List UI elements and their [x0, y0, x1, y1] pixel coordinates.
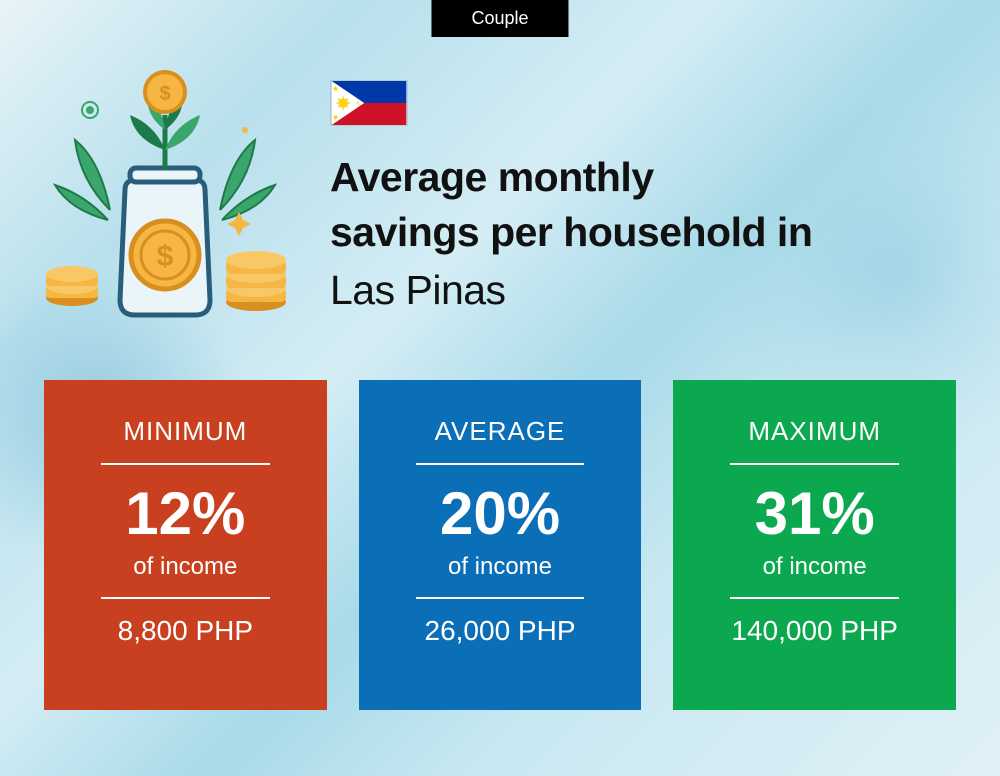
- philippines-flag-icon: [330, 80, 408, 126]
- divider: [730, 463, 899, 465]
- divider: [730, 597, 899, 599]
- divider: [416, 463, 585, 465]
- divider: [416, 597, 585, 599]
- card-subtitle: of income: [383, 553, 618, 581]
- category-tag: Couple: [431, 0, 568, 37]
- card-percent: 31%: [697, 481, 932, 547]
- stat-card-minimum: MINIMUM 12% of income 8,800 PHP: [44, 380, 327, 710]
- card-percent: 12%: [68, 481, 303, 547]
- coin-stack-right-icon: [226, 251, 286, 311]
- card-label: MAXIMUM: [697, 416, 932, 447]
- stat-card-maximum: MAXIMUM 31% of income 140,000 PHP: [673, 380, 956, 710]
- card-amount: 140,000 PHP: [697, 615, 932, 647]
- card-subtitle: of income: [697, 553, 932, 581]
- divider: [101, 463, 270, 465]
- stat-cards-row: MINIMUM 12% of income 8,800 PHP AVERAGE …: [0, 360, 1000, 710]
- leaves-right-icon: [220, 140, 275, 220]
- svg-text:$: $: [157, 240, 174, 273]
- svg-text:$: $: [159, 83, 170, 105]
- title-line-2: savings per household in: [330, 209, 812, 255]
- leaves-left-icon: [55, 140, 110, 220]
- card-amount: 8,800 PHP: [68, 615, 303, 647]
- title-line-1: Average monthly: [330, 154, 654, 200]
- title-city: Las Pinas: [330, 263, 950, 318]
- sparkle-icon: [86, 106, 94, 114]
- page-title: Average monthly savings per household in…: [330, 150, 950, 318]
- savings-illustration: $ $: [30, 60, 300, 330]
- top-coin-icon: $: [145, 72, 185, 112]
- hero-section: $ $: [0, 0, 1000, 360]
- card-label: AVERAGE: [383, 416, 618, 447]
- card-amount: 26,000 PHP: [383, 615, 618, 647]
- card-subtitle: of income: [68, 553, 303, 581]
- card-percent: 20%: [383, 481, 618, 547]
- jar-icon: $: [120, 168, 210, 315]
- card-label: MINIMUM: [68, 416, 303, 447]
- stat-card-average: AVERAGE 20% of income 26,000 PHP: [359, 380, 642, 710]
- title-block: Average monthly savings per household in…: [330, 60, 950, 318]
- divider: [101, 597, 270, 599]
- sparkle-icon: [242, 127, 248, 133]
- coin-stack-left-icon: [46, 266, 98, 306]
